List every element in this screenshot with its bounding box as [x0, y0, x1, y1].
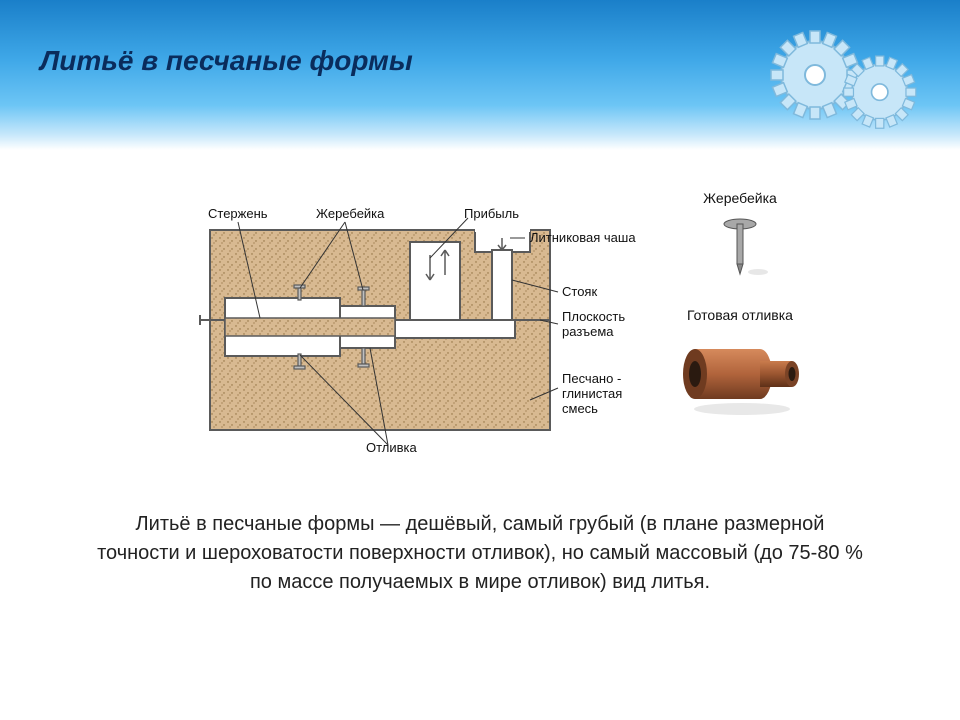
mold-cross-section [130, 180, 610, 460]
label-core: Стержень [208, 206, 268, 221]
side-parts: Жеребейка Готовая отливка [650, 180, 830, 460]
final-casting-icon [670, 331, 810, 421]
slide-header: Литьё в песчаные формы [0, 0, 960, 150]
gears-icon [760, 20, 930, 140]
label-final-cast: Готовая отливка [650, 307, 830, 323]
label-sandmix: Песчано - глинистая смесь [562, 372, 622, 417]
slide-caption: Литьё в песчаные формы — дешёвый, самый … [40, 510, 920, 597]
label-chaplet-part: Жеребейка [650, 190, 830, 206]
slide-content: Стержень Жеребейка Прибыль Литниковая ча… [0, 150, 960, 617]
label-parting: Плоскость разъема [562, 310, 625, 340]
label-riser: Прибыль [464, 206, 519, 221]
label-casting: Отливка [366, 440, 417, 455]
diagram-area: Стержень Жеребейка Прибыль Литниковая ча… [40, 180, 920, 460]
chaplet-icon [710, 214, 770, 284]
gears-decoration [760, 20, 930, 145]
label-sprue: Стояк [562, 284, 597, 299]
sand-mold-diagram: Стержень Жеребейка Прибыль Литниковая ча… [130, 180, 610, 460]
label-cup: Литниковая чаша [530, 230, 636, 245]
label-chaplet: Жеребейка [316, 206, 384, 221]
